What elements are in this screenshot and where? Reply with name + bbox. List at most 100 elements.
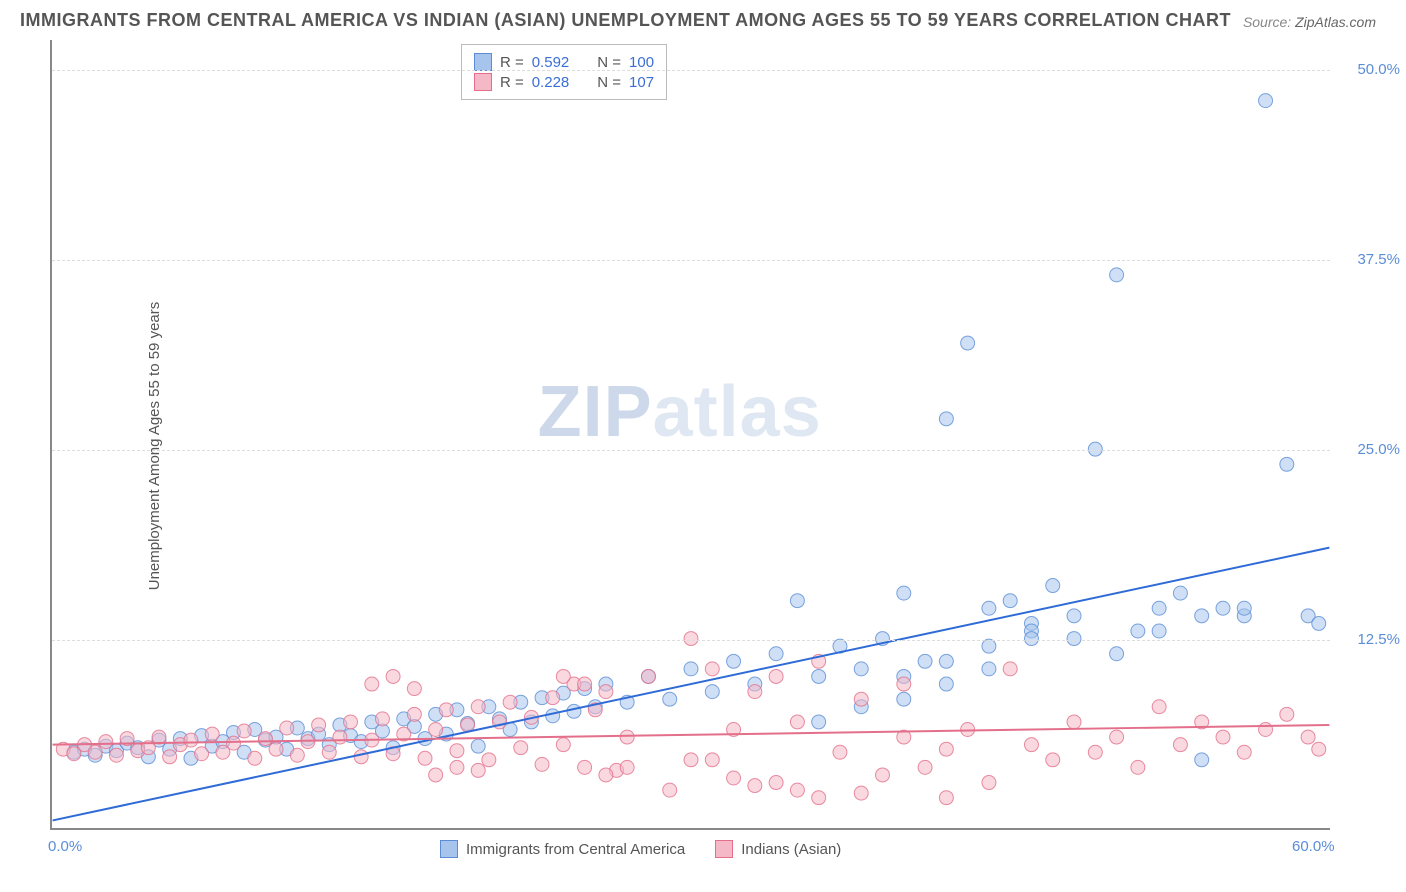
- x-tick-label: 0.0%: [48, 838, 82, 855]
- legend-r-label: R =: [500, 54, 524, 71]
- scatter-point: [450, 744, 464, 758]
- scatter-point: [1131, 624, 1145, 638]
- scatter-point: [790, 594, 804, 608]
- legend-r-label: R =: [500, 74, 524, 91]
- scatter-point: [567, 704, 581, 718]
- scatter-point: [1024, 632, 1038, 646]
- legend-n-value: 100: [629, 54, 654, 71]
- scatter-point: [1067, 715, 1081, 729]
- scatter-point: [812, 715, 826, 729]
- series-legend: Immigrants from Central AmericaIndians (…: [440, 840, 841, 858]
- scatter-point: [407, 707, 421, 721]
- scatter-point: [333, 730, 347, 744]
- scatter-point: [439, 703, 453, 717]
- scatter-point: [1110, 647, 1124, 661]
- scatter-point: [897, 692, 911, 706]
- scatter-point: [1173, 586, 1187, 600]
- scatter-point: [88, 745, 102, 759]
- scatter-point: [1067, 632, 1081, 646]
- chart-svg: [52, 40, 1330, 828]
- scatter-point: [99, 735, 113, 749]
- scatter-point: [354, 750, 368, 764]
- scatter-point: [748, 685, 762, 699]
- scatter-point: [939, 654, 953, 668]
- scatter-point: [705, 685, 719, 699]
- scatter-point: [163, 750, 177, 764]
- scatter-point: [854, 786, 868, 800]
- scatter-point: [1088, 442, 1102, 456]
- scatter-point: [269, 742, 283, 756]
- scatter-point: [1131, 760, 1145, 774]
- scatter-point: [1216, 601, 1230, 615]
- scatter-point: [227, 736, 241, 750]
- scatter-point: [769, 776, 783, 790]
- scatter-point: [1237, 745, 1251, 759]
- scatter-point: [578, 677, 592, 691]
- scatter-point: [258, 732, 272, 746]
- scatter-point: [1301, 730, 1315, 744]
- scatter-point: [482, 753, 496, 767]
- source-attribution: Source: ZipAtlas.com: [1243, 14, 1376, 30]
- scatter-point: [982, 639, 996, 653]
- y-tick-label: 50.0%: [1357, 61, 1400, 78]
- scatter-point: [918, 654, 932, 668]
- scatter-point: [812, 669, 826, 683]
- scatter-point: [1259, 94, 1273, 108]
- scatter-point: [1152, 601, 1166, 615]
- scatter-point: [248, 751, 262, 765]
- scatter-point: [769, 647, 783, 661]
- scatter-point: [854, 662, 868, 676]
- scatter-point: [897, 586, 911, 600]
- legend-label: Indians (Asian): [741, 841, 841, 858]
- scatter-point: [546, 709, 560, 723]
- scatter-point: [812, 791, 826, 805]
- scatter-point: [1024, 738, 1038, 752]
- legend-swatch: [440, 840, 458, 858]
- scatter-point: [684, 662, 698, 676]
- chart-container: IMMIGRANTS FROM CENTRAL AMERICA VS INDIA…: [0, 0, 1406, 892]
- grid-line: [52, 450, 1330, 451]
- source-value: ZipAtlas.com: [1295, 14, 1376, 30]
- scatter-point: [386, 669, 400, 683]
- scatter-point: [684, 632, 698, 646]
- scatter-point: [939, 791, 953, 805]
- scatter-point: [578, 760, 592, 774]
- legend-swatch: [474, 53, 492, 71]
- grid-line: [52, 70, 1330, 71]
- scatter-point: [897, 677, 911, 691]
- scatter-point: [769, 669, 783, 683]
- scatter-point: [1088, 745, 1102, 759]
- y-tick-label: 25.0%: [1357, 441, 1400, 458]
- scatter-point: [982, 601, 996, 615]
- correlation-legend: R =0.592N =100R =0.228N =107: [461, 44, 667, 100]
- scatter-point: [1237, 601, 1251, 615]
- scatter-point: [748, 779, 762, 793]
- scatter-point: [620, 760, 634, 774]
- scatter-point: [1067, 609, 1081, 623]
- scatter-point: [471, 739, 485, 753]
- scatter-point: [854, 692, 868, 706]
- scatter-point: [1259, 723, 1273, 737]
- scatter-point: [1312, 616, 1326, 630]
- source-label: Source:: [1243, 14, 1291, 30]
- scatter-point: [1195, 753, 1209, 767]
- scatter-point: [641, 669, 655, 683]
- scatter-point: [833, 745, 847, 759]
- scatter-point: [365, 677, 379, 691]
- scatter-point: [450, 760, 464, 774]
- scatter-point: [1280, 457, 1294, 471]
- scatter-point: [280, 721, 294, 735]
- scatter-point: [939, 742, 953, 756]
- scatter-point: [535, 757, 549, 771]
- legend-n-value: 107: [629, 74, 654, 91]
- scatter-point: [429, 768, 443, 782]
- scatter-point: [429, 723, 443, 737]
- scatter-point: [982, 662, 996, 676]
- scatter-point: [418, 751, 432, 765]
- chart-title: IMMIGRANTS FROM CENTRAL AMERICA VS INDIA…: [20, 10, 1231, 31]
- legend-r-value: 0.228: [532, 74, 570, 91]
- scatter-point: [684, 753, 698, 767]
- scatter-point: [1152, 624, 1166, 638]
- y-tick-label: 12.5%: [1357, 631, 1400, 648]
- scatter-point: [1216, 730, 1230, 744]
